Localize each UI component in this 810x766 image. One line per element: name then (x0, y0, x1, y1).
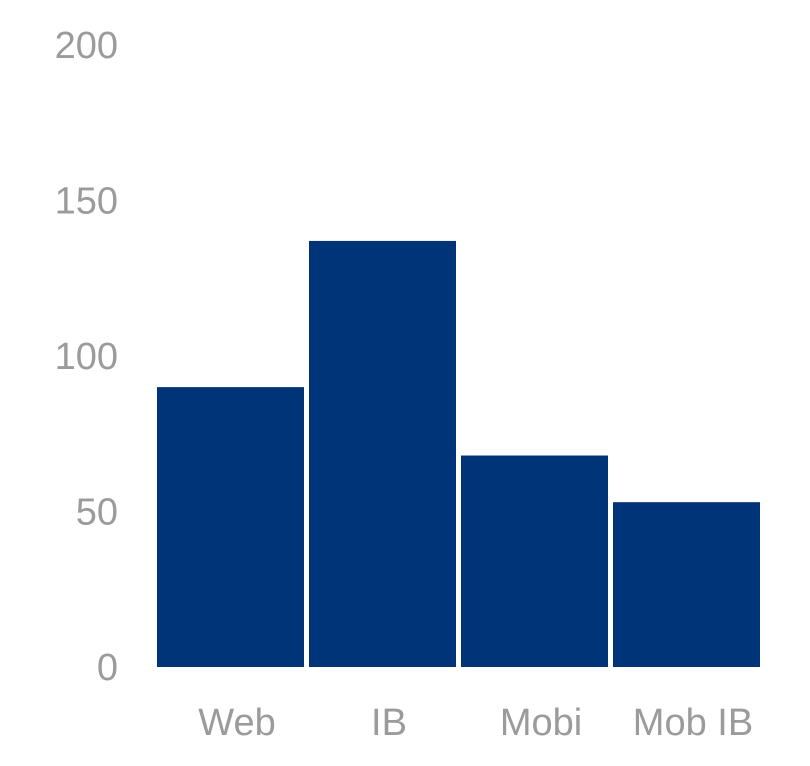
bar-web (157, 387, 304, 667)
y-tick-label-150: 150 (55, 181, 118, 223)
x-tick-label-ib: IB (371, 702, 407, 744)
x-tick-label-mobi: Mobi (500, 702, 582, 744)
y-tick-label-0: 0 (97, 647, 118, 689)
bar-ib (309, 240, 456, 667)
bar-mob-ib (613, 502, 760, 667)
y-tick-label-50: 50 (76, 492, 118, 534)
y-axis: 0 50 100 150 200 (55, 25, 118, 689)
bar-mobi (461, 455, 608, 667)
bars (157, 240, 760, 667)
y-tick-label-100: 100 (55, 336, 118, 378)
y-tick-label-200: 200 (55, 25, 118, 67)
x-tick-label-web: Web (198, 702, 275, 744)
x-axis: Web IB Mobi Mob IB (198, 702, 753, 744)
x-tick-label-mob-ib: Mob IB (633, 702, 753, 744)
